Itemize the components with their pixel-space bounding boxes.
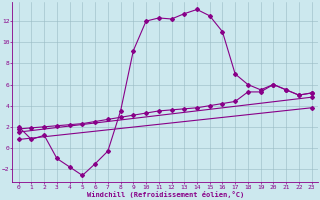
X-axis label: Windchill (Refroidissement éolien,°C): Windchill (Refroidissement éolien,°C) xyxy=(86,191,244,198)
